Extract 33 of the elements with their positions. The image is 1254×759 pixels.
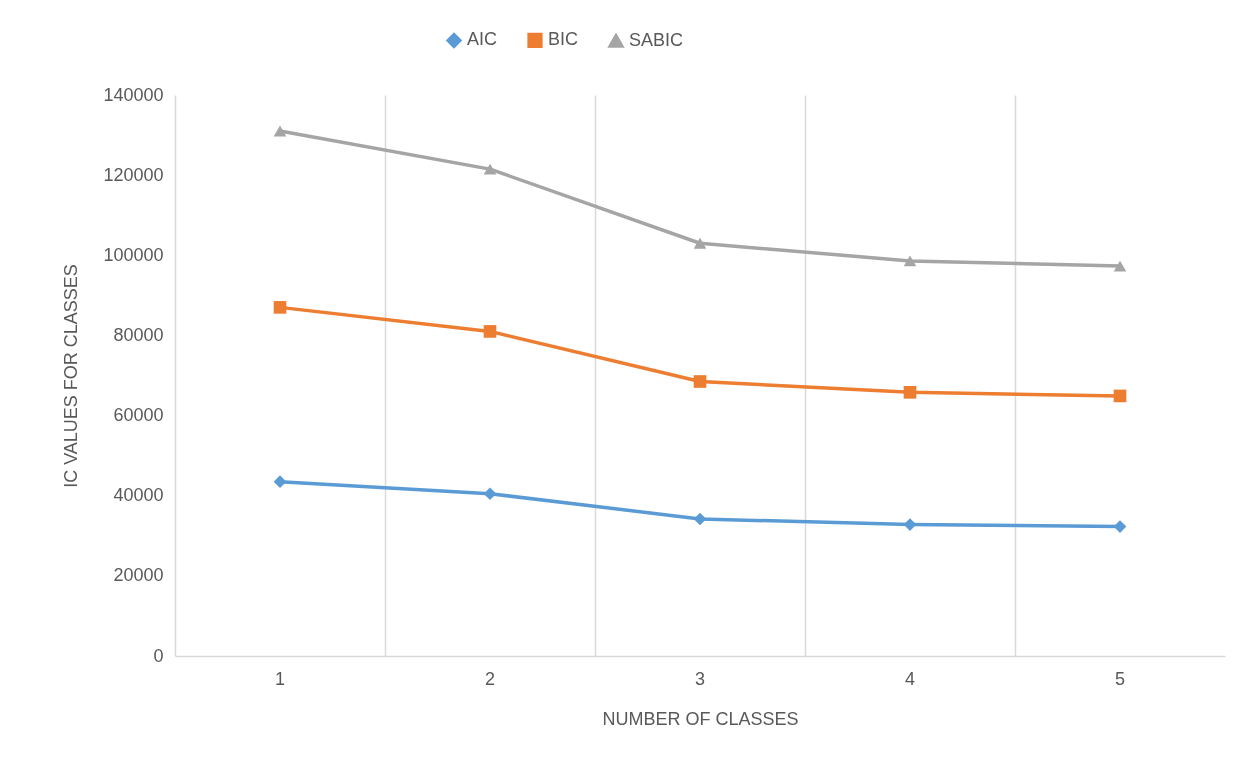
y-tick-label: 40000: [113, 485, 164, 506]
x-tick-label: 5: [1114, 668, 1126, 689]
point: [903, 255, 917, 267]
point: [483, 487, 497, 501]
y-tick-label: 80000: [113, 324, 164, 345]
y-tick-label: 20000: [113, 565, 164, 586]
legend-label: SABIC: [629, 29, 684, 50]
legend-label: BIC: [548, 29, 579, 50]
y-tick-label: 60000: [113, 405, 164, 426]
x-tick-label: 1: [274, 668, 286, 689]
x-tick-label: 3: [694, 668, 706, 689]
point: [693, 512, 707, 526]
y-tick-label: 140000: [103, 84, 164, 105]
y-tick-label: 100000: [103, 244, 164, 265]
point: [273, 125, 287, 137]
x-tick-label: 2: [484, 668, 496, 689]
y-tick-label: 0: [153, 645, 164, 666]
point: [483, 163, 497, 175]
point: [903, 386, 917, 399]
point: [903, 518, 917, 531]
point: [693, 237, 707, 249]
x-tick-label: 4: [904, 668, 916, 689]
y-axis-title: IC VALUES FOR CLASSES: [61, 264, 82, 488]
point: [1113, 389, 1127, 403]
point: [483, 325, 497, 338]
legend-label: AIC: [467, 29, 498, 50]
point: [1113, 520, 1127, 533]
point: [1113, 260, 1127, 272]
point: [693, 375, 707, 388]
y-tick-label: 120000: [103, 164, 164, 185]
x-axis-title: NUMBER OF CLASSES: [602, 708, 799, 729]
point: [273, 301, 287, 314]
point: [273, 475, 287, 489]
